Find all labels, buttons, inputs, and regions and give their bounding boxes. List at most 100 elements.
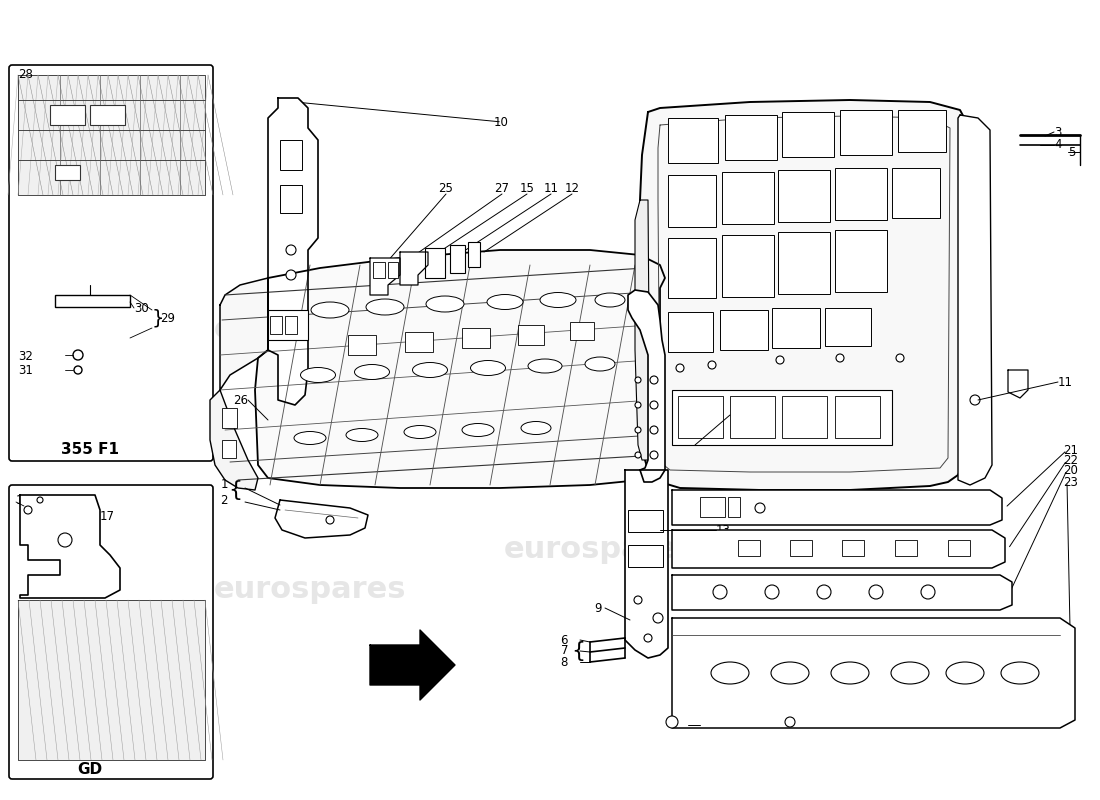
Text: 20: 20: [1063, 463, 1078, 477]
Ellipse shape: [471, 361, 506, 375]
Text: 22: 22: [1063, 454, 1078, 466]
Bar: [778, 232, 830, 294]
Bar: [668, 238, 716, 298]
Bar: [700, 497, 725, 517]
Ellipse shape: [891, 662, 930, 684]
Circle shape: [666, 716, 678, 728]
Bar: [678, 396, 723, 438]
Ellipse shape: [771, 662, 808, 684]
Bar: [270, 316, 282, 334]
Ellipse shape: [300, 367, 336, 382]
Text: 31: 31: [18, 363, 33, 377]
Bar: [388, 262, 398, 278]
Ellipse shape: [595, 293, 625, 307]
Ellipse shape: [585, 357, 615, 371]
Bar: [668, 118, 718, 163]
Ellipse shape: [521, 422, 551, 434]
Polygon shape: [210, 390, 258, 490]
Text: 3: 3: [1054, 126, 1062, 138]
Bar: [50, 105, 85, 125]
Circle shape: [634, 596, 642, 604]
Text: 5: 5: [1068, 146, 1076, 158]
Ellipse shape: [346, 429, 378, 442]
Ellipse shape: [830, 662, 869, 684]
Circle shape: [817, 585, 830, 599]
Bar: [280, 185, 302, 213]
Ellipse shape: [311, 302, 349, 318]
Text: 15: 15: [519, 182, 535, 194]
Circle shape: [785, 717, 795, 727]
Text: eurospares: eurospares: [213, 575, 406, 605]
Bar: [842, 540, 864, 556]
Polygon shape: [370, 258, 400, 295]
Polygon shape: [400, 252, 428, 285]
Text: 19: 19: [58, 510, 73, 522]
Polygon shape: [1008, 370, 1028, 398]
Bar: [730, 396, 776, 438]
Ellipse shape: [528, 359, 562, 373]
Ellipse shape: [294, 431, 326, 445]
Text: 25: 25: [439, 182, 453, 194]
Bar: [628, 510, 663, 532]
Bar: [722, 172, 774, 224]
Bar: [825, 308, 871, 346]
Bar: [672, 390, 892, 445]
Bar: [778, 170, 830, 222]
Ellipse shape: [404, 426, 436, 438]
Text: 2: 2: [220, 494, 228, 506]
Bar: [668, 175, 716, 227]
Text: 9: 9: [594, 602, 602, 614]
Text: 11: 11: [1058, 375, 1072, 389]
Text: 26: 26: [233, 394, 248, 406]
Polygon shape: [672, 490, 1002, 525]
Circle shape: [676, 364, 684, 372]
Text: 4: 4: [1054, 138, 1062, 151]
Bar: [222, 408, 236, 428]
Ellipse shape: [540, 293, 576, 307]
Circle shape: [635, 427, 641, 433]
Text: }: }: [152, 309, 165, 327]
Circle shape: [73, 350, 82, 360]
Circle shape: [635, 377, 641, 383]
Text: 12: 12: [564, 182, 580, 194]
Text: 32: 32: [18, 350, 33, 362]
Text: 28: 28: [18, 69, 33, 82]
Text: 13: 13: [716, 523, 730, 537]
Circle shape: [58, 533, 72, 547]
Circle shape: [869, 585, 883, 599]
Bar: [835, 396, 880, 438]
Text: 16: 16: [46, 494, 60, 506]
Polygon shape: [628, 290, 666, 482]
Text: 10: 10: [494, 115, 509, 129]
Bar: [90, 105, 125, 125]
Polygon shape: [255, 250, 666, 488]
Bar: [348, 335, 376, 355]
FancyBboxPatch shape: [9, 65, 213, 461]
Circle shape: [286, 270, 296, 280]
Text: {: {: [571, 641, 585, 661]
Circle shape: [836, 354, 844, 362]
Circle shape: [635, 402, 641, 408]
Polygon shape: [18, 75, 205, 195]
Circle shape: [708, 361, 716, 369]
Text: 7: 7: [561, 645, 568, 658]
Polygon shape: [20, 495, 120, 598]
Circle shape: [326, 516, 334, 524]
Bar: [898, 110, 946, 152]
Bar: [222, 440, 236, 458]
Text: 24: 24: [730, 409, 745, 422]
Circle shape: [650, 451, 658, 459]
Circle shape: [653, 613, 663, 623]
Bar: [462, 328, 490, 348]
Polygon shape: [370, 630, 455, 700]
Text: 23: 23: [1063, 475, 1078, 489]
Ellipse shape: [711, 662, 749, 684]
Text: 29: 29: [160, 311, 175, 325]
Bar: [772, 308, 820, 348]
Bar: [948, 540, 970, 556]
Bar: [895, 540, 917, 556]
Text: 27: 27: [495, 182, 509, 194]
Circle shape: [37, 497, 43, 503]
Circle shape: [755, 503, 764, 513]
Circle shape: [650, 401, 658, 409]
